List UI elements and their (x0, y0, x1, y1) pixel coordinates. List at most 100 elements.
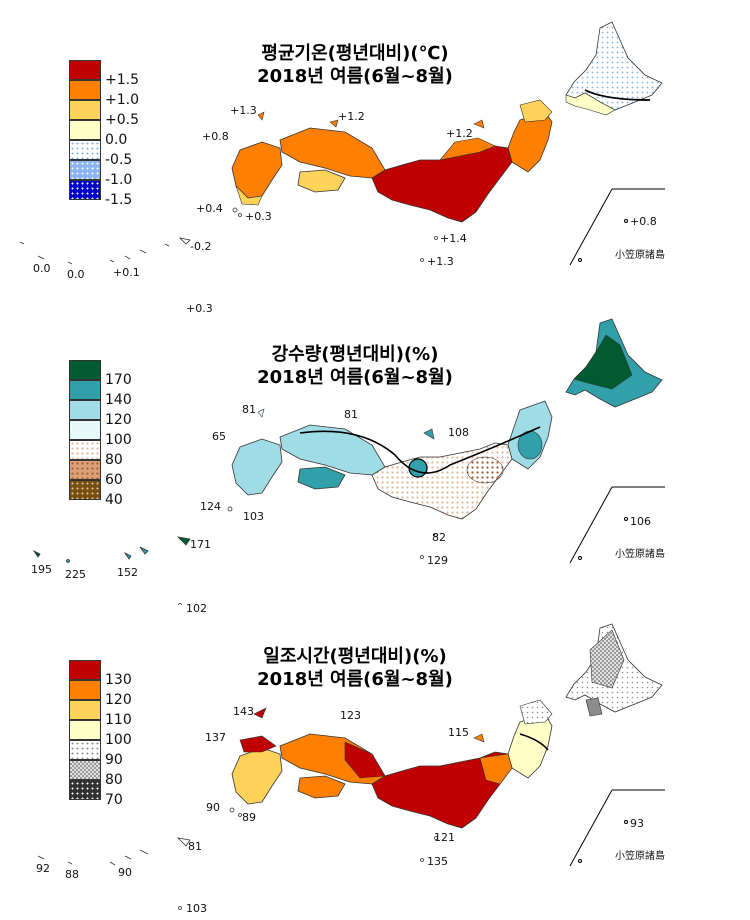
station-value: 81 (344, 408, 358, 421)
island-tsushima (253, 707, 267, 719)
station-value: 65 (212, 430, 226, 443)
legend-tick: 120 (105, 412, 132, 428)
region-shikoku (297, 775, 346, 799)
legend-tick: 170 (105, 372, 132, 388)
island-tsushima (257, 408, 265, 418)
legend-swatch (69, 140, 101, 160)
legend-tick: 140 (105, 392, 132, 408)
station-value: 103 (186, 902, 207, 915)
isoline-100 (519, 733, 549, 751)
station-value: 171 (190, 538, 211, 551)
panel-temperature: 평균기온(평년대비)(℃) 2018년 여름(6월~8월) +1.5 +1.0 … (0, 0, 750, 315)
region-chugoku (279, 127, 386, 179)
region-chugoku-core (344, 741, 386, 779)
ogasawara-label: 小笠原諸島 (615, 851, 665, 862)
title-line2: 2018년 여름(6월~8월) (257, 669, 453, 690)
ogasawara-inset (569, 789, 665, 867)
legend-swatch (69, 700, 101, 720)
station-value: 90 (118, 866, 132, 879)
legend-tick: -0.5 (105, 152, 133, 168)
legend-swatch (69, 680, 101, 700)
island-sado (473, 119, 485, 129)
map-title-temperature: 평균기온(평년대비)(℃) 2018년 여름(6월~8월) (205, 42, 505, 88)
station-value: +0.3 (245, 210, 272, 223)
region-shikoku (297, 466, 346, 490)
region-kyushu-north (239, 735, 277, 753)
station-value: +1.3 (230, 104, 257, 117)
region-hokkaido-south (565, 92, 616, 116)
legend-swatch (69, 80, 101, 100)
region-kanto-east (479, 753, 513, 785)
ogasawara-label: 小笠原諸島 (615, 549, 665, 560)
region-kinki-wet (408, 458, 428, 478)
station-value: 123 (340, 709, 361, 722)
station-value: +1.3 (427, 255, 454, 268)
region-central-dry (466, 456, 504, 484)
region-kyushu (231, 747, 283, 805)
station-value: +1.2 (446, 127, 473, 140)
island-sado (473, 733, 485, 743)
legend-swatch (69, 720, 101, 740)
station-value: +0.1 (113, 266, 140, 279)
legend-tick: +1.0 (105, 92, 139, 108)
title-line2: 2018년 여름(6월~8월) (257, 66, 453, 87)
legend-swatch (69, 740, 101, 760)
map-title-precipitation: 강수량(평년대비)(%) 2018년 여름(6월~8월) (205, 343, 505, 389)
legend-tick: +1.5 (105, 72, 139, 88)
panel-sunshine: 일조시간(평년대비)(%) 2018년 여름(6월~8월) 130 120 11… (0, 610, 750, 915)
station-value: +0.4 (196, 202, 223, 215)
japan-map-precipitation (32, 318, 665, 605)
station-value: 137 (205, 731, 226, 744)
legend-swatch (69, 120, 101, 140)
ryukyu-islands (32, 506, 438, 605)
title-line1: 평균기온(평년대비)(℃) (261, 43, 449, 64)
island-sado (423, 428, 435, 440)
legend-tick: 70 (105, 792, 123, 808)
legend-tick: 100 (105, 732, 132, 748)
legend-swatch (69, 180, 101, 200)
title-line1: 강수량(평년대비)(%) (271, 344, 439, 365)
region-tohoku-north (519, 99, 553, 123)
title-line2: 2018년 여름(6월~8월) (257, 367, 453, 388)
legend-tick: 0.0 (105, 132, 128, 148)
region-kyushu (231, 438, 283, 496)
isoline-hokkaido (584, 89, 651, 101)
station-value: 90 (206, 801, 220, 814)
legend-swatch (69, 760, 101, 780)
legend-tick: -1.0 (105, 172, 133, 188)
japan-map-temperature (19, 21, 665, 266)
legend-tick: 120 (105, 692, 132, 708)
legend-swatch (69, 60, 101, 80)
ryukyu-islands (19, 207, 438, 265)
legend-swatch (69, 660, 101, 680)
legend-swatch (69, 400, 101, 420)
island-oki (329, 119, 339, 128)
region-tohoku (507, 713, 553, 779)
station-value: 82 (432, 531, 446, 544)
legend-tick: 80 (105, 772, 123, 788)
region-kyushu (231, 141, 283, 199)
region-hokkaido-central (589, 629, 625, 689)
legend-tick: -1.5 (105, 192, 133, 208)
station-value: 108 (448, 426, 469, 439)
station-value: 81 (242, 403, 256, 416)
legend-tick: 110 (105, 712, 132, 728)
legend-tick: 60 (105, 472, 123, 488)
station-value: 121 (434, 831, 455, 844)
region-hokkaido-dark (585, 697, 603, 717)
station-value: -0.2 (190, 240, 212, 253)
legend-tick: 90 (105, 752, 123, 768)
legend-swatch (69, 420, 101, 440)
ogasawara-inset (569, 188, 665, 266)
station-value: 93 (630, 817, 644, 830)
legend-tick: 40 (105, 492, 123, 508)
station-value: 81 (188, 840, 202, 853)
legend-tick: 130 (105, 672, 132, 688)
station-value: 143 (233, 705, 254, 718)
region-chugoku (279, 424, 386, 476)
region-kyushu-south (235, 185, 263, 206)
legend-tick: 80 (105, 452, 123, 468)
station-value: 92 (36, 862, 50, 875)
station-value: +1.4 (440, 232, 467, 245)
legend-swatch (69, 380, 101, 400)
